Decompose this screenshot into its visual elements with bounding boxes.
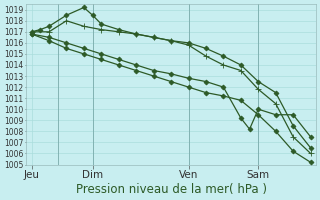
X-axis label: Pression niveau de la mer( hPa ): Pression niveau de la mer( hPa )	[76, 183, 267, 196]
